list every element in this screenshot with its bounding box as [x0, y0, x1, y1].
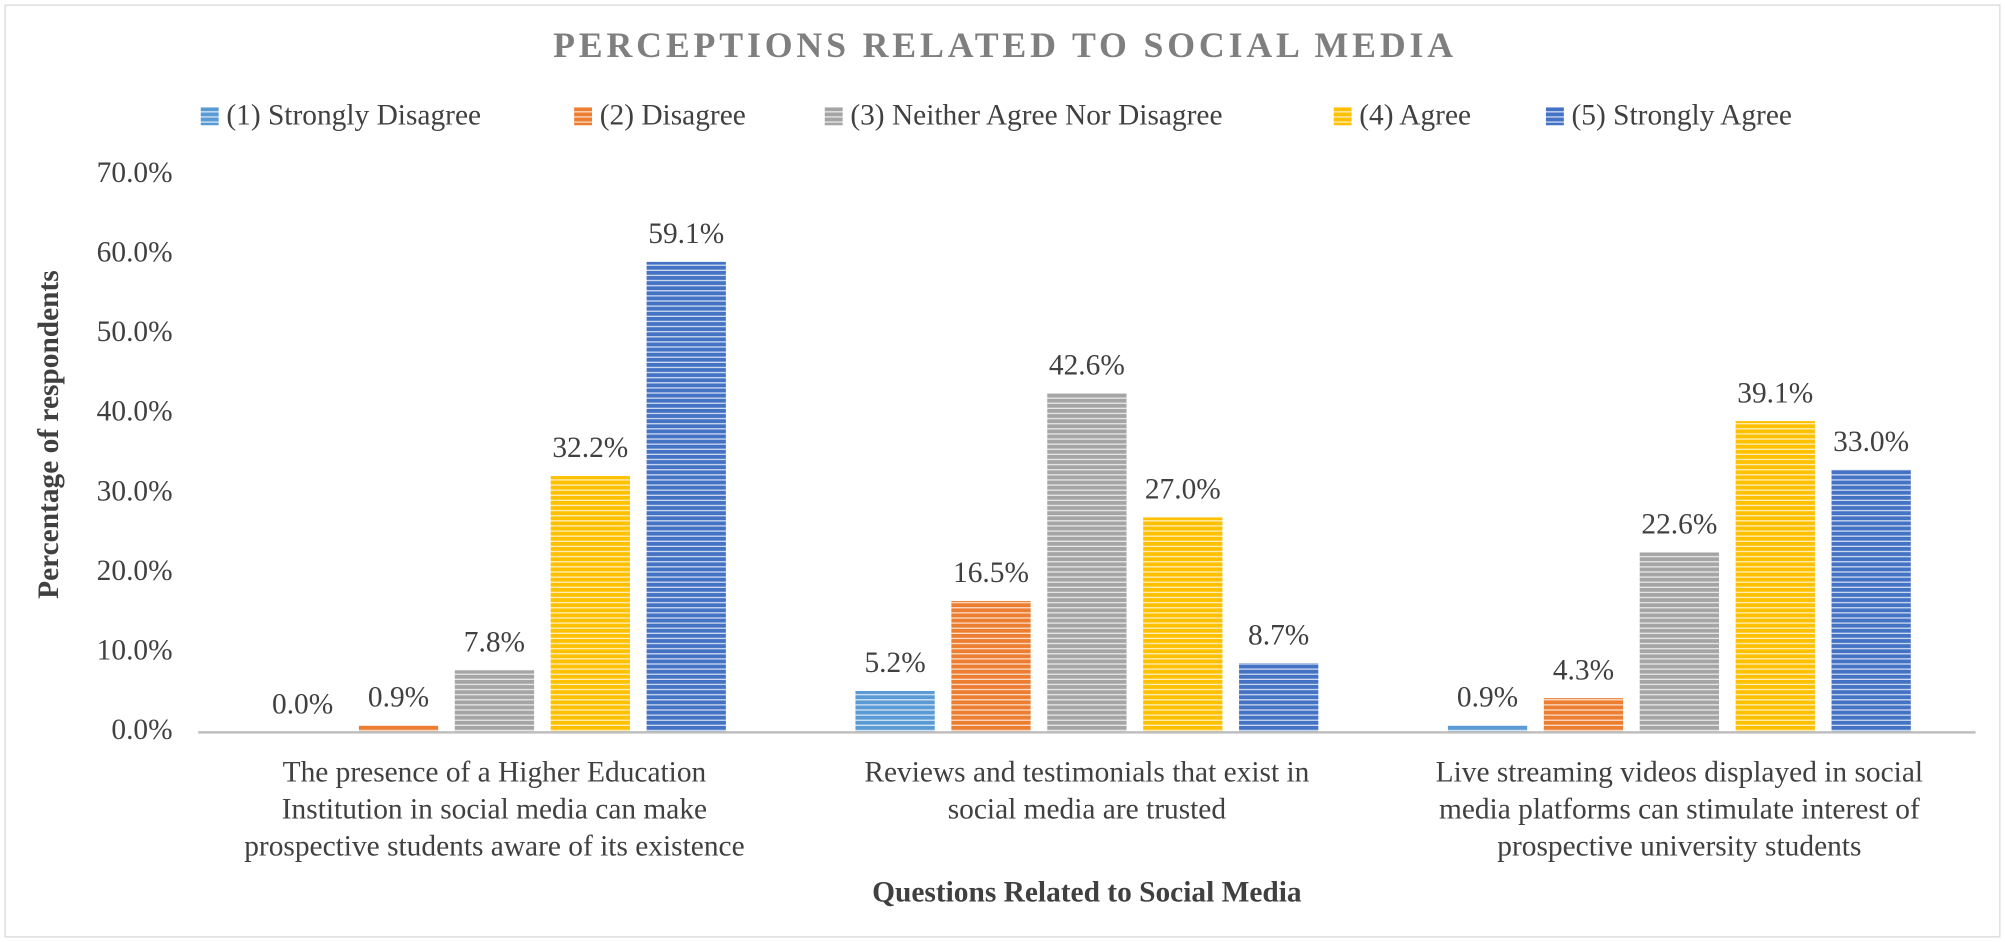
legend-label: (2) Disagree: [600, 99, 746, 131]
bar: [951, 601, 1031, 733]
y-tick-label: 20.0%: [97, 555, 173, 587]
x-tick-label: The presence of a Higher Education Instit…: [244, 756, 744, 862]
chart-title: PERCEPTIONS RELATED TO SOCIAL MEDIA: [553, 25, 1457, 65]
y-tick-label: 50.0%: [97, 316, 173, 348]
data-label: 33.0%: [1833, 426, 1909, 458]
bar: [855, 690, 935, 733]
data-label: 22.6%: [1641, 509, 1717, 541]
legend-label: (3) Neither Agree Nor Disagree: [850, 99, 1222, 131]
legend-swatch: [200, 107, 219, 126]
y-tick-label: 0.0%: [111, 714, 172, 746]
bar: [1639, 552, 1719, 733]
data-label: 8.7%: [1248, 619, 1309, 651]
legend-label: (4) Agree: [1359, 99, 1471, 131]
x-tick-label: Live streaming videos displayed in socia…: [1436, 756, 1923, 862]
y-tick-label: 70.0%: [97, 157, 173, 189]
bar: [550, 476, 630, 733]
bar: [454, 670, 535, 733]
data-label: 7.8%: [464, 626, 525, 658]
bar: [1735, 421, 1815, 733]
data-label: 32.2%: [552, 432, 628, 464]
data-label: 27.0%: [1145, 474, 1221, 506]
data-label: 42.6%: [1049, 349, 1125, 381]
y-tick-label: 30.0%: [97, 475, 173, 507]
y-tick-label: 40.0%: [97, 396, 173, 428]
legend-swatch: [1333, 107, 1352, 126]
legend-swatch: [824, 107, 843, 126]
data-label: 0.0%: [272, 689, 333, 721]
legend-swatch: [574, 107, 593, 126]
bar: [1831, 469, 1911, 733]
y-tick-label: 10.0%: [97, 635, 173, 667]
data-label: 4.3%: [1553, 654, 1614, 686]
bar: [1447, 725, 1528, 733]
bar: [1543, 698, 1624, 733]
bar: [1047, 393, 1127, 733]
x-tick-label: Reviews and testimonials that exist in so…: [864, 756, 1309, 825]
bar: [646, 261, 726, 733]
data-label: 39.1%: [1737, 377, 1813, 409]
legend-swatch: [1545, 107, 1564, 126]
data-label: 0.9%: [1457, 681, 1518, 713]
legend-label: (1) Strongly Disagree: [226, 99, 481, 131]
legend-label: (5) Strongly Agree: [1572, 99, 1792, 131]
data-label: 5.2%: [864, 647, 925, 679]
bar: [358, 725, 439, 733]
x-axis-title: Questions Related to Social Media: [872, 876, 1302, 908]
bar: [1239, 663, 1319, 733]
bar: [1143, 517, 1223, 733]
y-tick-label: 60.0%: [97, 236, 173, 268]
data-label: 59.1%: [648, 218, 724, 250]
data-label: 16.5%: [953, 557, 1029, 589]
data-label: 0.9%: [368, 681, 429, 713]
y-axis-title: Percentage of respondents: [33, 270, 65, 599]
chart-border: [4, 4, 2001, 938]
